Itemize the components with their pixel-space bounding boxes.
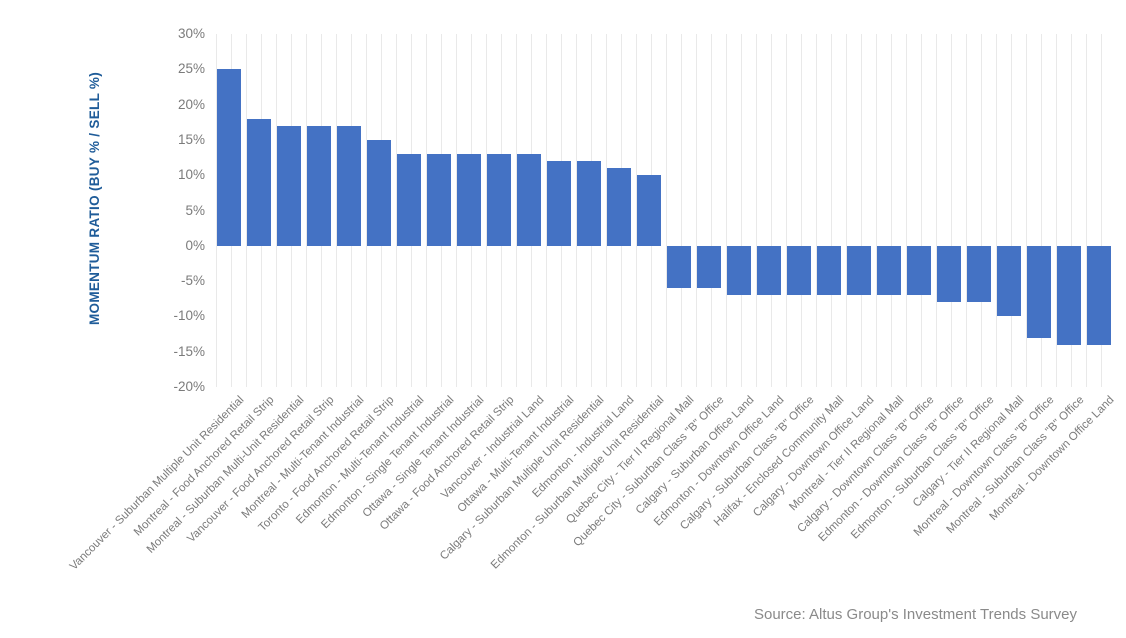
bar: [487, 154, 511, 246]
y-tick-label: -15%: [173, 343, 205, 359]
bar: [817, 245, 841, 296]
y-tick-label: -20%: [173, 379, 205, 394]
y-tick-label: 5%: [185, 202, 205, 218]
bar: [847, 245, 871, 296]
y-tick-label: 0%: [185, 237, 205, 253]
bar: [937, 245, 961, 303]
y-tick-label: 10%: [177, 167, 205, 183]
bar: [877, 245, 901, 296]
y-tick-label: 25%: [177, 61, 205, 77]
bar: [307, 125, 331, 246]
bar: [757, 245, 781, 296]
bar: [697, 245, 721, 289]
bar: [1027, 245, 1051, 338]
bar: [427, 154, 451, 246]
bar: [607, 168, 631, 246]
bar: [787, 245, 811, 296]
bar: [907, 245, 931, 296]
y-tick-label: 20%: [177, 96, 205, 112]
bar: [997, 245, 1021, 317]
y-axis-title: MOMENTUM RATIO (BUY % / SELL %): [82, 22, 108, 375]
bar: [217, 69, 241, 246]
bar: [727, 245, 751, 296]
bar: [1057, 245, 1081, 345]
bar: [367, 139, 391, 246]
bar: [337, 125, 361, 246]
bar: [457, 154, 481, 246]
bar: [637, 175, 661, 246]
y-tick-label: 15%: [177, 131, 205, 147]
bar: [397, 154, 421, 246]
plot-area: [214, 34, 1112, 387]
bar: [517, 154, 541, 246]
source-note: Source: Altus Group's Investment Trends …: [753, 606, 1077, 623]
y-tick-label: 30%: [177, 26, 205, 41]
bar: [577, 161, 601, 246]
bar: [667, 245, 691, 289]
y-tick-label: -5%: [180, 273, 205, 289]
bar: [277, 125, 301, 246]
bar: [247, 118, 271, 246]
y-tick-label: -10%: [173, 308, 205, 324]
y-axis-title-text: MOMENTUM RATIO (BUY % / SELL %): [87, 71, 103, 326]
bar: [547, 161, 571, 246]
bar: [967, 245, 991, 303]
bar: [1087, 245, 1111, 345]
